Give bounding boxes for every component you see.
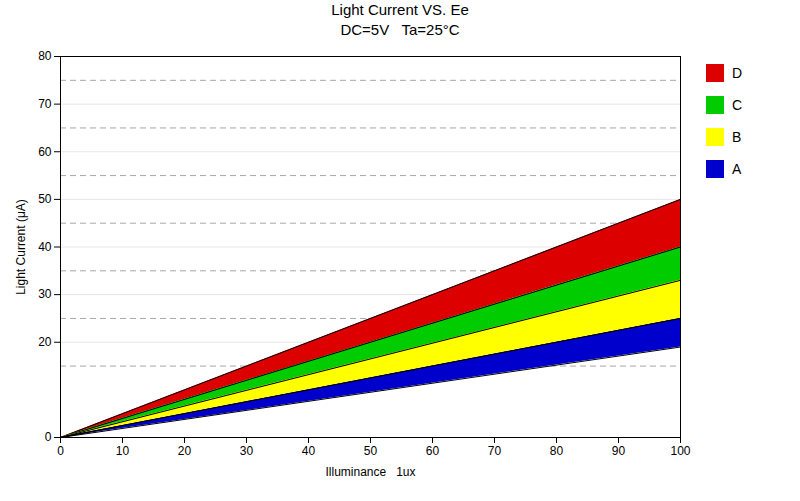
svg-text:50: 50 [364, 444, 378, 458]
html-text:A: A [732, 161, 742, 177]
html-text:C: C [732, 97, 743, 113]
svg-text:Illuminance 1ux: Illuminance 1ux [325, 465, 415, 479]
svg-text:90: 90 [612, 444, 626, 458]
svg-text:80: 80 [38, 49, 52, 63]
svg-text:20: 20 [178, 444, 192, 458]
svg-text:40: 40 [302, 444, 316, 458]
html-text:B: B [732, 129, 742, 145]
svg-text:30: 30 [38, 287, 52, 301]
svg-text:50: 50 [38, 192, 52, 206]
svg-text:Light Current (μA): Light Current (μA) [14, 199, 28, 295]
svg-text:0: 0 [57, 444, 64, 458]
svg-text:70: 70 [38, 97, 52, 111]
svg-text:40: 40 [38, 240, 52, 254]
html-text:D: D [732, 65, 743, 81]
svg-text:70: 70 [488, 444, 502, 458]
svg-text:10: 10 [116, 444, 130, 458]
svg-text:30: 30 [240, 444, 254, 458]
html-text:Light Current VS. Ee: Light Current VS. Ee [331, 1, 469, 18]
svg-text:100: 100 [670, 444, 690, 458]
svg-text:60: 60 [38, 145, 52, 159]
svg-text:80: 80 [550, 444, 564, 458]
html-text:DC=5V Ta=25°C: DC=5V Ta=25°C [340, 21, 460, 38]
svg-text:60: 60 [426, 444, 440, 458]
svg-text:0: 0 [45, 430, 52, 444]
svg-text:20: 20 [38, 335, 52, 349]
